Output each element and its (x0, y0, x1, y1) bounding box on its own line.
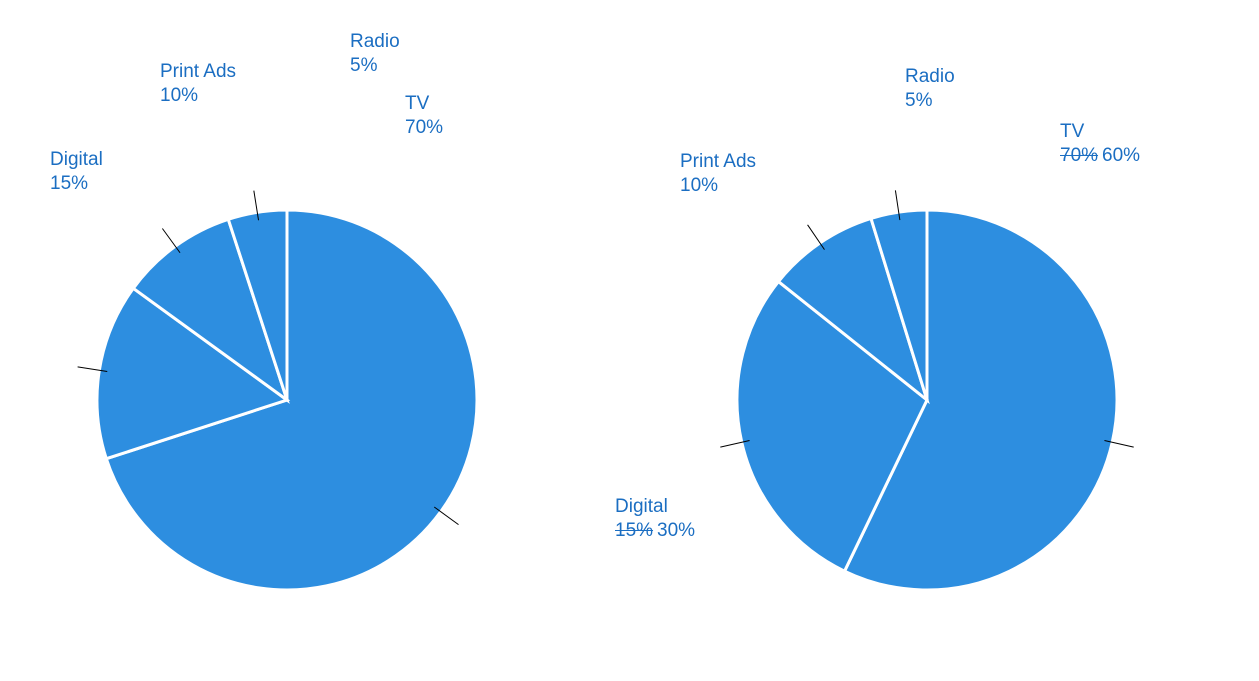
slice-label-pct-old: 70% (1060, 145, 1098, 166)
slice-label-pct-value: 10% (680, 175, 718, 196)
slice-label-pct-value: 5% (905, 90, 932, 111)
slice-label-pct-value: 60% (1102, 145, 1140, 166)
pie-chart-right (0, 0, 1259, 681)
slice-label-pct-value: 30% (657, 520, 695, 541)
slice-label-name: Radio (905, 65, 955, 89)
slice-label-name: Print Ads (680, 150, 756, 174)
slice-label-pct: 70%60% (1060, 144, 1140, 168)
slice-label-name: Digital (615, 495, 695, 519)
slice-label-pct: 5% (905, 89, 955, 113)
slice-label-pct-old: 15% (615, 520, 653, 541)
slice-label-print-ads: Print Ads10% (680, 150, 756, 198)
slice-label-name: TV (1060, 120, 1140, 144)
slice-label-tv: TV70%60% (1060, 120, 1140, 168)
slice-label-pct: 10% (680, 174, 756, 198)
slice-label-radio: Radio5% (905, 65, 955, 113)
slice-label-digital: Digital15%30% (615, 495, 695, 543)
slice-label-pct: 15%30% (615, 519, 695, 543)
